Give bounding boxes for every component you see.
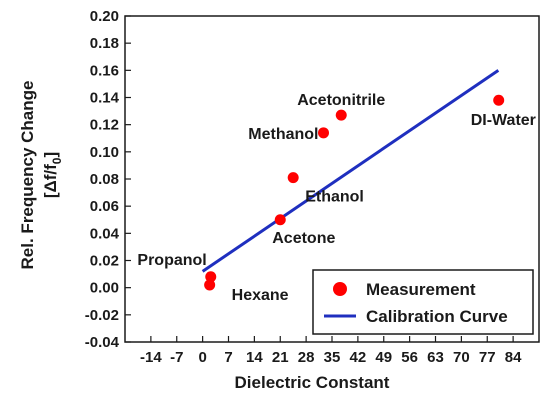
measurement-point: [274, 214, 286, 226]
y-axis-title-end: ]: [41, 152, 60, 158]
y-tick-label: -0.02: [85, 307, 119, 324]
legend: Measurement Calibration Curve: [312, 269, 534, 335]
point-label: Ethanol: [305, 189, 364, 206]
legend-measurement-label: Measurement: [366, 280, 476, 299]
y-tick-label: 0.20: [90, 8, 119, 25]
x-tick-label: 42: [350, 349, 367, 366]
x-tick-label: 28: [298, 349, 315, 366]
legend-box: [312, 269, 534, 335]
y-tick-label: 0.10: [90, 144, 119, 161]
x-tick-label: 21: [272, 349, 289, 366]
measurement-point: [335, 109, 347, 121]
legend-calibration-label: Calibration Curve: [366, 307, 508, 326]
point-label: Acetone: [272, 230, 335, 247]
y-tick-label: -0.04: [85, 334, 120, 351]
y-axis-title-subscript: 0: [50, 157, 64, 164]
y-tick-label: 0.06: [90, 198, 119, 215]
x-axis-title: Dielectric Constant: [235, 373, 390, 392]
x-tick-label: -14: [140, 349, 162, 366]
y-tick-label: 0.16: [90, 62, 119, 79]
measurement-point: [205, 271, 217, 283]
measurement-point: [317, 127, 329, 139]
y-tick-label: 0.04: [90, 225, 120, 242]
measurement-point: [204, 279, 216, 291]
x-tick-label: 63: [427, 349, 444, 366]
plot-marks: [201, 69, 505, 291]
x-tick-label: 70: [453, 349, 470, 366]
axis-ticks: -0.04 -0.02 0.00 0.02 0.04 0.06 0.08 0.10 0.12 0.…: [85, 8, 522, 366]
calibration-curve-line: [201, 69, 500, 273]
point-label: Propanol: [137, 252, 206, 269]
y-tick-label: 0.18: [90, 35, 119, 52]
y-axis-title-main: [Δf/f: [41, 164, 60, 198]
x-tick-label: 35: [324, 349, 341, 366]
y-tick-label: 0.12: [90, 117, 119, 134]
y-tick-label: 0.02: [90, 253, 119, 270]
y-axis-title-line2: [Δf/f0]: [41, 152, 64, 198]
y-tick-label: 0.14: [90, 90, 120, 107]
x-tick-label: -7: [170, 349, 183, 366]
legend-measurement-marker: [333, 282, 347, 296]
y-tick-label: 0.00: [90, 280, 119, 297]
point-label: Acetonitrile: [297, 92, 385, 109]
x-tick-label: 49: [375, 349, 392, 366]
x-tick-label: 56: [401, 349, 418, 366]
x-tick-label: 7: [224, 349, 232, 366]
measurement-point: [493, 94, 505, 106]
x-tick-label: 77: [479, 349, 496, 366]
plot-frame: [124, 15, 540, 343]
point-label: DI-Water: [471, 112, 536, 129]
x-tick-label: 14: [246, 349, 263, 366]
point-labels: Hexane Propanol Acetone Ethanol Methanol Acet…: [137, 92, 535, 304]
y-axis-title-line1: Rel. Frequency Change: [18, 81, 37, 270]
x-tick-label: 84: [505, 349, 522, 366]
point-label: Hexane: [232, 287, 289, 304]
point-label: Methanol: [248, 126, 318, 143]
x-tick-label: 0: [198, 349, 206, 366]
measurement-point: [287, 172, 299, 184]
y-tick-label: 0.08: [90, 171, 119, 188]
y-axis-title: Rel. Frequency Change [Δf/f0]: [18, 81, 64, 270]
